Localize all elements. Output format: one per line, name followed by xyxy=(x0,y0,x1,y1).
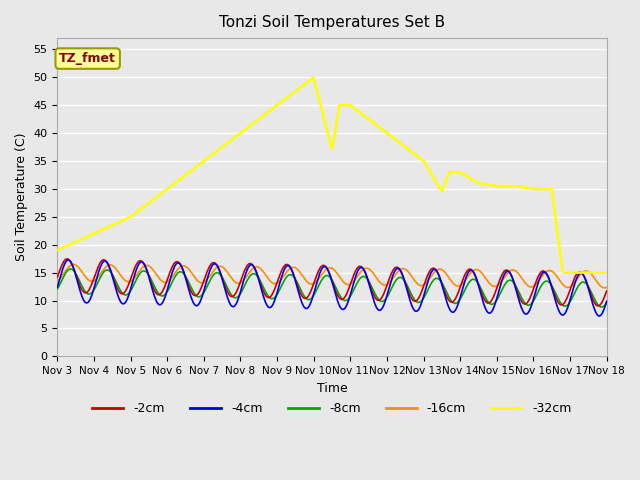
Legend: -2cm, -4cm, -8cm, -16cm, -32cm: -2cm, -4cm, -8cm, -16cm, -32cm xyxy=(87,397,577,420)
Title: Tonzi Soil Temperatures Set B: Tonzi Soil Temperatures Set B xyxy=(219,15,445,30)
Y-axis label: Soil Temperature (C): Soil Temperature (C) xyxy=(15,133,28,262)
Text: TZ_fmet: TZ_fmet xyxy=(60,52,116,65)
X-axis label: Time: Time xyxy=(317,382,348,395)
